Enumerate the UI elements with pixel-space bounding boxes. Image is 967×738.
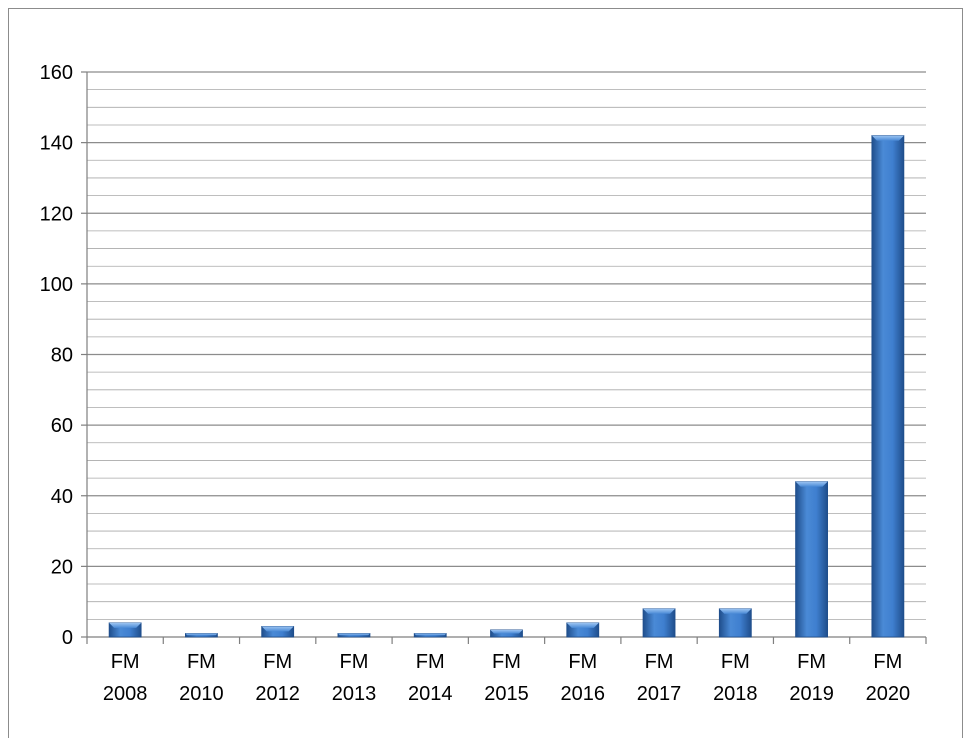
y-tick-label: 160 — [40, 62, 73, 84]
x-tick-label: FM — [416, 651, 445, 673]
bar-chart: 0 20 40 60 80 100 120 140 160 FM 2008 FM 2010 FM 2012 F… — [40, 62, 927, 705]
x-tick-label: FM — [568, 651, 597, 673]
tick-labels: 0 20 40 60 80 100 120 140 160 FM 2008 FM 2010 FM 2012 F… — [40, 62, 910, 705]
y-tick-label: 40 — [51, 486, 73, 508]
bar — [413, 633, 447, 638]
bar — [566, 622, 600, 638]
y-tick-label: 100 — [40, 274, 73, 296]
y-tick-label: 20 — [51, 556, 73, 578]
x-tick-label: FM — [721, 651, 750, 673]
bar — [795, 481, 828, 638]
x-tick-label: 2017 — [637, 683, 682, 705]
bar — [108, 622, 142, 638]
bar — [185, 633, 218, 638]
x-tick-label: 2013 — [332, 683, 377, 705]
bars — [108, 135, 905, 638]
gridlines — [87, 71, 926, 620]
x-tick-label: FM — [340, 651, 369, 673]
x-tick-label: 2012 — [255, 683, 300, 705]
bar — [718, 608, 752, 638]
y-tick-label: 60 — [51, 415, 73, 437]
x-tick-label: FM — [645, 651, 674, 673]
y-tick-label: 0 — [62, 627, 73, 649]
bar — [337, 633, 371, 638]
bar — [261, 626, 295, 638]
bar — [642, 608, 676, 638]
x-tick-label: 2015 — [484, 683, 529, 705]
x-tick-label: 2014 — [408, 683, 453, 705]
x-tick-label: 2019 — [789, 683, 834, 705]
x-tick-label: 2018 — [713, 683, 758, 705]
x-tick-label: 2016 — [561, 683, 606, 705]
x-tick-label: 2020 — [866, 683, 911, 705]
y-tick-label: 120 — [40, 203, 73, 225]
bar — [490, 629, 523, 638]
y-tick-label: 80 — [51, 345, 73, 367]
chart-frame: 0 20 40 60 80 100 120 140 160 FM 2008 FM 2010 FM 2012 F… — [8, 8, 963, 738]
x-tick-label: 2010 — [179, 683, 224, 705]
x-tick-label: FM — [797, 651, 826, 673]
x-tick-label: FM — [187, 651, 216, 673]
bar — [871, 135, 905, 638]
x-tick-label: FM — [492, 651, 521, 673]
x-tick-label: FM — [111, 651, 140, 673]
x-tick-label: FM — [873, 651, 902, 673]
y-tick-label: 140 — [40, 133, 73, 155]
x-tick-label: FM — [263, 651, 292, 673]
x-tick-label: 2008 — [103, 683, 148, 705]
